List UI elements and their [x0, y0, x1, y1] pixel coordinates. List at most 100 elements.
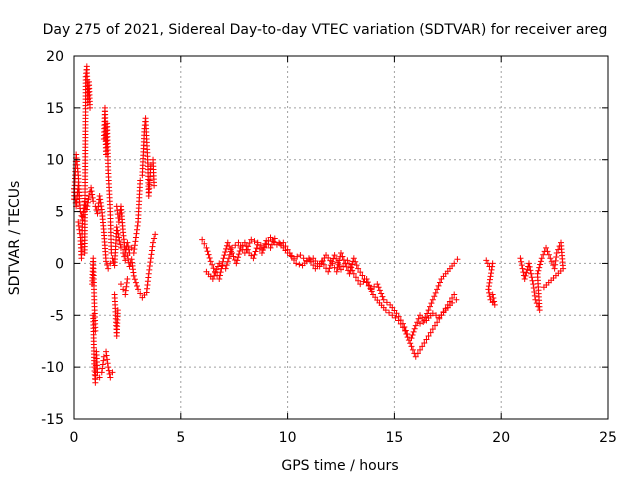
- data-point: [518, 262, 525, 269]
- grid-lines: [74, 56, 608, 419]
- data-point: [348, 264, 355, 271]
- data-point: [132, 279, 139, 286]
- y-tick-label: -15: [41, 412, 64, 428]
- data-point: [380, 296, 387, 303]
- data-points: [71, 63, 567, 386]
- data-point: [526, 263, 533, 270]
- data-point: [360, 278, 367, 285]
- data-point: [114, 227, 121, 234]
- data-point: [434, 319, 441, 326]
- data-point: [146, 266, 153, 273]
- x-tick-label: 0: [70, 430, 79, 446]
- data-point: [422, 314, 429, 321]
- data-point: [204, 248, 211, 255]
- data-point: [219, 263, 226, 270]
- data-point: [122, 291, 129, 298]
- data-point: [222, 249, 229, 256]
- data-point: [229, 244, 236, 251]
- data-point: [425, 333, 432, 340]
- data-point: [117, 207, 124, 214]
- data-point: [256, 245, 263, 252]
- data-point: [114, 307, 121, 314]
- x-tick-label: 15: [385, 430, 403, 446]
- data-point: [412, 353, 419, 360]
- data-point: [407, 340, 414, 347]
- data-point: [216, 275, 223, 282]
- data-point: [548, 258, 555, 265]
- data-point: [152, 231, 159, 238]
- data-point: [382, 307, 389, 314]
- data-point: [375, 284, 382, 291]
- data-point: [350, 270, 357, 277]
- data-point: [421, 339, 428, 346]
- data-point: [419, 343, 426, 350]
- data-point: [397, 320, 404, 327]
- data-point: [250, 255, 257, 262]
- data-point: [211, 272, 218, 279]
- data-point: [103, 348, 110, 355]
- data-point: [104, 356, 111, 363]
- data-point: [349, 267, 356, 274]
- data-point: [489, 291, 496, 298]
- data-point: [107, 260, 114, 267]
- data-point: [88, 188, 95, 195]
- data-point: [234, 257, 241, 264]
- data-point: [199, 236, 206, 243]
- data-point: [409, 346, 416, 353]
- data-point: [379, 293, 386, 300]
- data-point: [352, 258, 359, 265]
- data-point: [488, 266, 495, 273]
- data-point: [125, 243, 132, 250]
- data-point: [417, 346, 424, 353]
- data-point: [76, 226, 83, 233]
- data-point: [333, 255, 340, 262]
- data-point: [216, 260, 223, 267]
- data-point: [552, 261, 559, 268]
- data-point: [265, 237, 272, 244]
- data-point: [277, 240, 284, 247]
- data-point: [350, 255, 357, 262]
- data-point: [245, 243, 252, 250]
- y-tick-label: 20: [46, 49, 64, 65]
- data-point: [236, 247, 243, 254]
- data-point: [517, 255, 524, 262]
- data-point: [90, 198, 97, 205]
- data-point: [243, 246, 250, 253]
- data-point: [436, 279, 443, 286]
- data-point: [233, 260, 240, 267]
- data-point: [133, 230, 140, 237]
- data-point: [237, 243, 244, 250]
- data-point: [540, 251, 547, 258]
- data-point: [547, 255, 554, 262]
- data-point: [131, 242, 138, 249]
- data-point: [75, 218, 82, 225]
- data-point: [116, 237, 123, 244]
- data-point: [412, 322, 419, 329]
- data-point: [97, 199, 104, 206]
- data-point: [85, 193, 92, 200]
- data-point: [553, 253, 560, 260]
- data-point: [540, 284, 547, 291]
- data-point: [414, 319, 421, 326]
- data-point: [98, 203, 105, 210]
- data-point: [486, 279, 493, 286]
- data-point: [537, 261, 544, 268]
- data-point: [115, 218, 122, 225]
- data-point: [491, 301, 498, 308]
- data-point: [487, 273, 494, 280]
- data-point: [121, 253, 128, 260]
- data-point: [221, 252, 228, 259]
- data-point: [308, 258, 315, 265]
- data-point: [536, 264, 543, 271]
- data-point: [294, 253, 301, 260]
- data-point: [252, 248, 259, 255]
- data-point: [538, 255, 545, 262]
- data-point: [103, 258, 110, 265]
- data-point: [123, 279, 130, 286]
- data-point: [367, 285, 374, 292]
- data-point: [206, 254, 213, 261]
- data-point: [286, 250, 293, 257]
- data-point: [453, 296, 460, 303]
- data-point: [525, 260, 532, 267]
- data-point: [545, 251, 552, 258]
